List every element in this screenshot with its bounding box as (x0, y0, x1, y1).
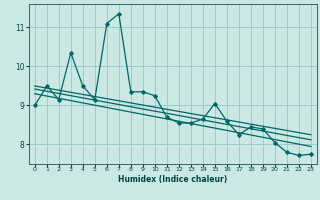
X-axis label: Humidex (Indice chaleur): Humidex (Indice chaleur) (118, 175, 228, 184)
